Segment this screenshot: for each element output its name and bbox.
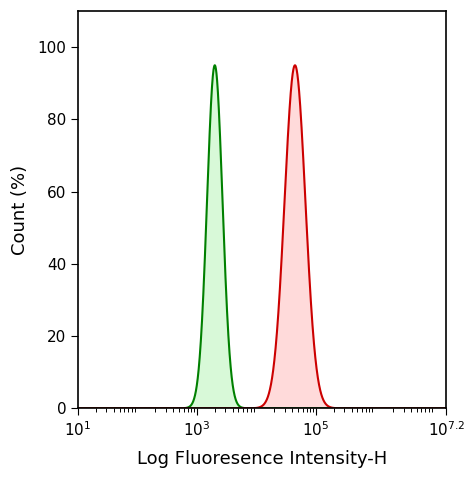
X-axis label: Log Fluoresence Intensity-H: Log Fluoresence Intensity-H	[137, 450, 387, 468]
Y-axis label: Count (%): Count (%)	[11, 165, 29, 255]
